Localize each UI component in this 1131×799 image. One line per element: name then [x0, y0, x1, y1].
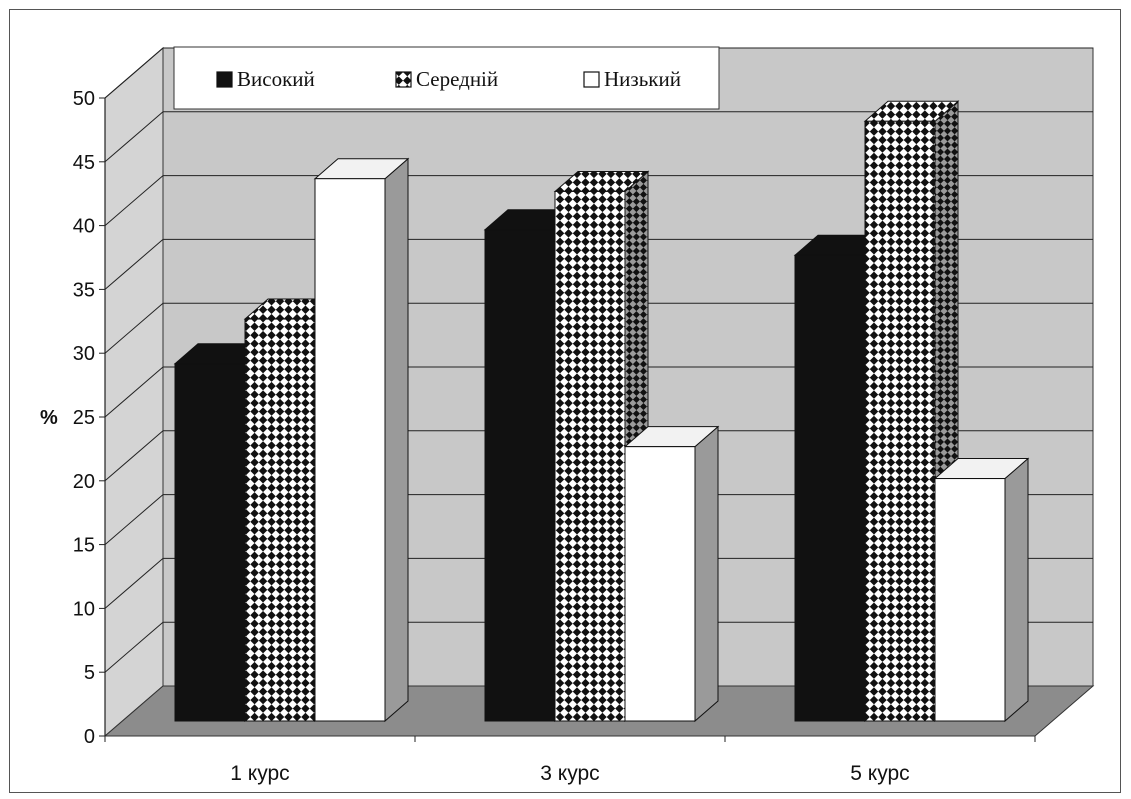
gridline-side [104, 47, 164, 99]
legend-label: Високий [237, 67, 315, 91]
bar-front-face [864, 120, 936, 722]
gridline-side [104, 494, 164, 545]
bar-front-face [174, 363, 246, 722]
bar-front-face [554, 190, 626, 722]
legend-label: Низький [604, 67, 681, 91]
legend-swatch [395, 71, 412, 88]
gridline-side [104, 239, 164, 290]
chart-frame [9, 9, 1121, 793]
gridline-side [104, 302, 164, 354]
y-tick-label: 15 [73, 535, 95, 557]
bar [313, 157, 410, 723]
bar-front-face [314, 178, 386, 722]
y-tick-label: 25 [73, 407, 95, 429]
bar-front-face [484, 229, 556, 722]
gridline-side [104, 175, 164, 226]
x-tick-label: 5 курс [850, 762, 909, 785]
legend-label: Середній [416, 67, 498, 91]
y-tick-label: 0 [84, 726, 95, 748]
y-tick-label: 20 [73, 471, 95, 493]
legend-swatch [583, 71, 600, 88]
y-tick-label: 30 [73, 343, 95, 365]
x-tick-label: 3 курс [540, 762, 599, 785]
y-tick-label: 10 [73, 598, 95, 620]
legend-box [173, 46, 720, 110]
bar [933, 457, 1030, 723]
gridline-side [104, 430, 164, 482]
y-axis-label: % [40, 407, 58, 429]
y-tick-label: 50 [73, 88, 95, 110]
bar-front-face [794, 254, 866, 722]
gridline-side [104, 111, 164, 163]
gridline-side [104, 558, 164, 609]
bar-front-face [624, 446, 696, 722]
y-tick-label: 35 [73, 279, 95, 301]
gridline-side [104, 366, 164, 418]
bar [623, 425, 720, 723]
bar-side-face [384, 157, 409, 723]
y-tick-label: 5 [84, 662, 95, 684]
gridline-side [104, 621, 164, 673]
x-tick-label: 1 курс [230, 762, 289, 785]
bar-side-face [694, 425, 719, 723]
bar-front-face [934, 478, 1006, 722]
bar-side-face [1004, 457, 1029, 723]
legend-swatch [216, 71, 233, 88]
bar-front-face [244, 318, 316, 722]
y-tick-label: 45 [73, 152, 95, 174]
y-tick-label: 40 [73, 216, 95, 238]
